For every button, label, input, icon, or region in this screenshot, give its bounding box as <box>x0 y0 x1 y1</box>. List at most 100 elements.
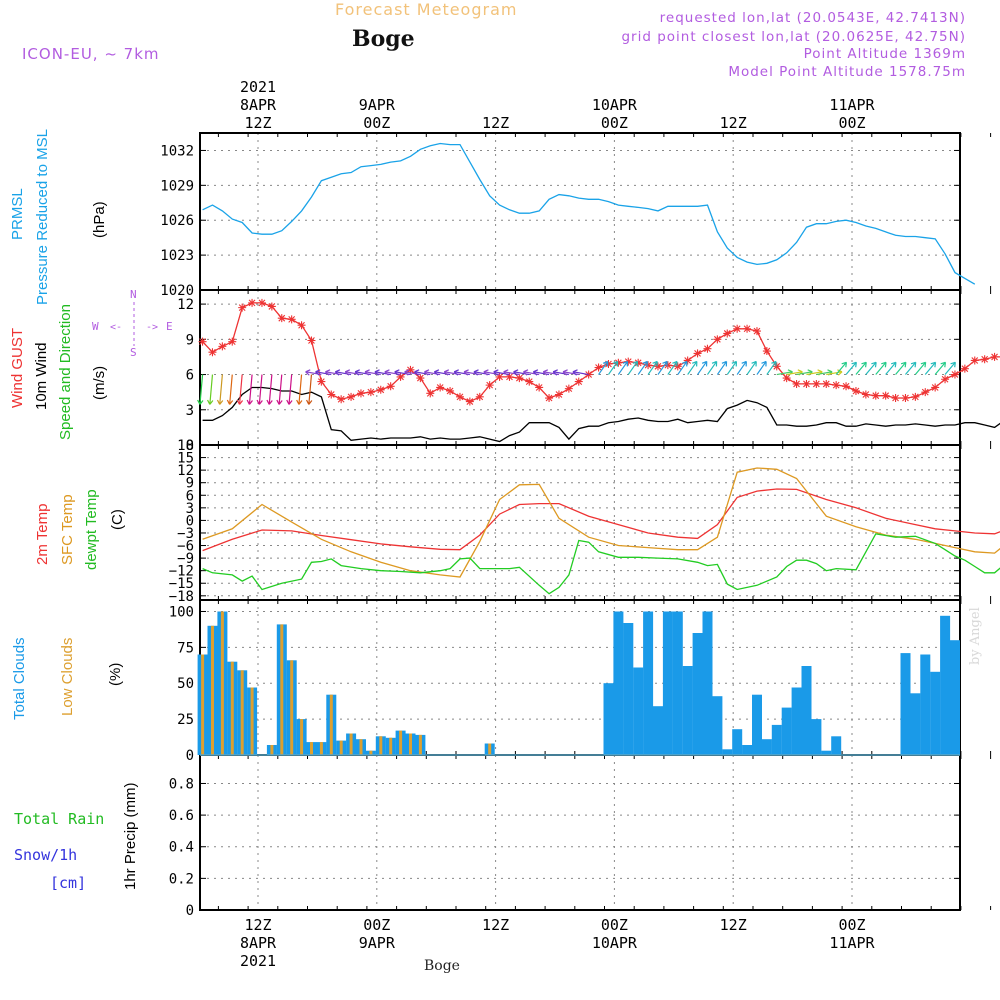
total-cloud-bar <box>930 671 941 755</box>
wind-arrow-shaft <box>924 361 937 375</box>
total-cloud-bar <box>603 683 614 755</box>
low-cloud-bar <box>280 624 284 755</box>
y-tick-label: 15 <box>177 451 194 467</box>
wind-arrow <box>266 374 273 405</box>
wind-arrow-head <box>662 360 668 367</box>
wind-arrow <box>306 374 313 405</box>
gust-marker <box>376 385 385 394</box>
y-tick-label: 0 <box>186 513 194 529</box>
wind-arrow <box>598 360 609 375</box>
gust-marker <box>297 321 306 330</box>
gust-marker <box>347 392 356 401</box>
gust-marker <box>624 357 633 366</box>
wind-arrow-head <box>632 360 639 367</box>
wind-arrow-shaft <box>835 361 847 375</box>
x-tick-label-top: 00Z <box>601 114 628 132</box>
wind-arrow-shaft <box>905 361 917 375</box>
gust-marker <box>257 298 266 307</box>
wind-arrow-shaft <box>238 374 243 405</box>
wind-arrow-head <box>741 360 747 367</box>
wind-arrow-shaft <box>816 371 833 376</box>
wind-arrow-head <box>344 369 351 376</box>
low-cloud-bar <box>399 730 403 755</box>
y-tick-label: 0.4 <box>169 840 194 856</box>
gust-marker <box>891 394 900 403</box>
gust-marker <box>683 356 692 365</box>
wind-arrow <box>607 360 619 375</box>
total-cloud-bar <box>692 633 703 755</box>
total-cloud-bar <box>761 739 772 755</box>
y-tick-label: 25 <box>177 712 194 728</box>
wind-arrow <box>677 360 688 375</box>
gust-marker <box>723 329 732 338</box>
gust-marker <box>842 382 851 391</box>
precip-labels: Total Rain Snow/1h [cm] 1hr Precip (mm) <box>14 782 139 892</box>
wind-arrow-head <box>622 360 629 367</box>
wind-arrow-head <box>236 399 244 405</box>
wind-arrow <box>756 360 767 375</box>
gust-marker <box>317 377 326 386</box>
wind-arrow-head <box>286 399 293 405</box>
wind10m-label: 10m Wind <box>33 342 50 410</box>
wind-arrow-head <box>216 399 224 405</box>
wind-arrow-shaft <box>875 361 887 375</box>
y-tick-label: 1020 <box>160 283 194 299</box>
wind-arrow-shaft <box>895 361 907 375</box>
temp-unit-label: (C) <box>109 509 126 530</box>
wind-arrow-head <box>572 369 578 376</box>
wind-arrow-head <box>374 369 380 376</box>
wind-arrow <box>865 361 877 375</box>
wind-arrow-head <box>871 361 877 368</box>
low-cloud-bar <box>349 733 353 755</box>
total-cloud-bar <box>801 666 812 755</box>
chart-title: Forecast Meteogram <box>335 0 518 19</box>
wind-arrow-shaft <box>258 374 263 405</box>
wind-arrow-shaft <box>199 374 204 405</box>
gust-marker <box>950 370 959 379</box>
x-date-label-bottom: 8APR <box>240 934 277 952</box>
wind-arrow <box>875 361 887 375</box>
x-date-label-bottom: 9APR <box>359 934 396 952</box>
low-cloud-bar <box>240 670 244 755</box>
wind-arrow-head <box>940 361 947 368</box>
wind-arrow-shaft <box>934 361 946 375</box>
wind-arrow-head <box>384 369 390 376</box>
gust-marker <box>970 356 979 365</box>
gust-marker <box>713 335 722 344</box>
gust-marker <box>327 390 336 399</box>
wind-arrow-shaft <box>944 361 956 375</box>
wind-arrow-head <box>900 361 907 368</box>
gust-marker <box>455 392 464 401</box>
wind-arrow-shaft <box>278 374 283 405</box>
wind-arrow-shaft <box>716 361 728 375</box>
wind-arrow <box>207 374 214 405</box>
gust-marker <box>614 358 623 367</box>
wind-arrow-head <box>404 369 410 376</box>
wind-arrow <box>914 361 927 375</box>
wind-arrow-shaft <box>268 374 273 405</box>
gust-marker <box>802 379 811 388</box>
model-point-altitude: Model Point Altitude 1578.75m <box>728 64 966 80</box>
wind-arrow-shaft <box>756 361 767 375</box>
wind-arrow <box>216 374 224 405</box>
wind-arrow <box>934 361 947 375</box>
gust-marker <box>673 362 682 371</box>
gust-marker <box>752 327 761 336</box>
wind-arrow <box>637 360 648 375</box>
wind-arrow-shaft <box>914 361 927 375</box>
gust-marker <box>386 382 395 391</box>
wind-unit-label: (m/s) <box>91 366 108 400</box>
wind-arrow-head <box>453 369 459 376</box>
temp2m-label: 2m Temp <box>34 504 51 565</box>
wind-labels: Wind GUST 10m Wind Speed and Direction (… <box>9 288 173 440</box>
total-cloud-bar <box>682 666 693 755</box>
gust-marker <box>396 372 405 381</box>
wind-arrow-shaft <box>726 361 737 375</box>
gust-marker <box>515 374 524 383</box>
wind-arrow-shaft <box>677 361 688 375</box>
temp2m-line <box>202 488 1000 552</box>
wind-arrow-shaft <box>885 361 897 375</box>
wind-arrow-head <box>226 399 234 405</box>
wind-arrow-shaft <box>796 371 813 376</box>
